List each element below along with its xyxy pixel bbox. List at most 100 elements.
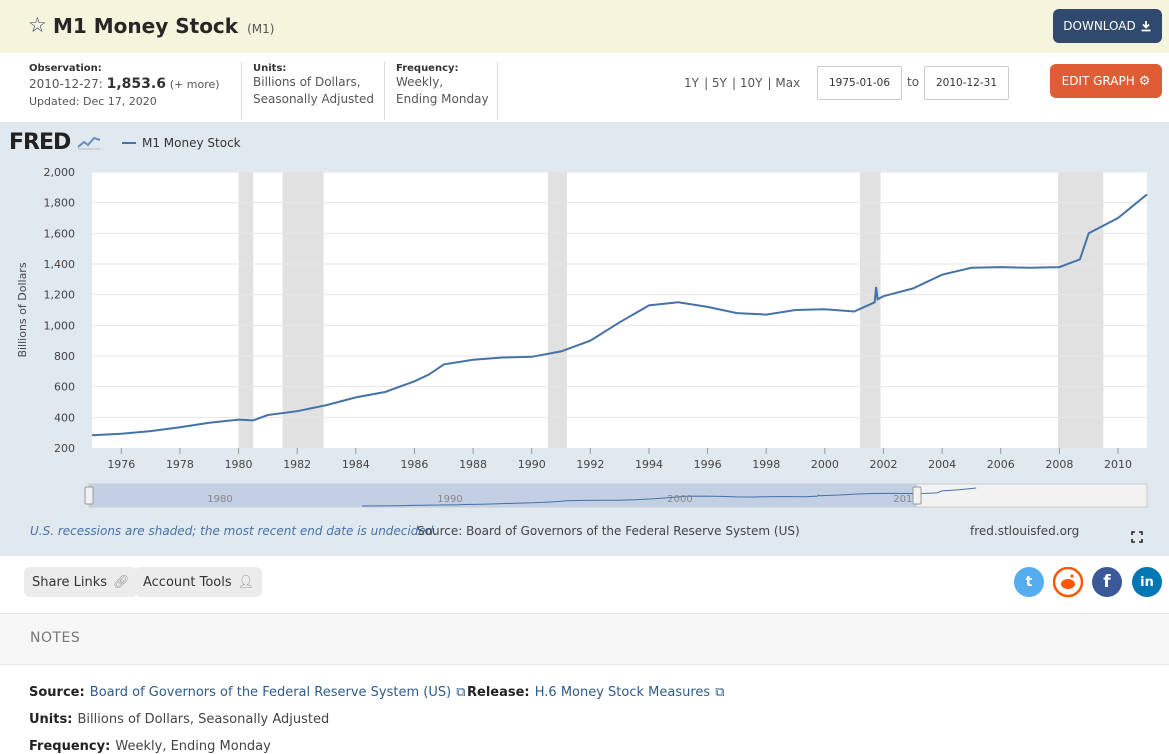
x-tick-label: 2002	[869, 458, 897, 471]
navigator-label: 1990	[437, 494, 462, 505]
observation-block: Observation: 2010-12-27: 1,853.6 (+ more…	[29, 63, 220, 110]
observation-value: 1,853.6	[106, 76, 166, 92]
facebook-icon[interactable]: f	[1092, 567, 1122, 597]
x-tick-label: 1978	[166, 458, 194, 471]
navigator-handle[interactable]	[912, 486, 922, 505]
notes-header	[0, 613, 1169, 665]
twitter-icon[interactable]: t	[1014, 567, 1044, 597]
star-icon[interactable]: ☆	[28, 13, 47, 37]
reddit-glyph	[1053, 567, 1083, 597]
fred-url[interactable]: fred.stlouisfed.org	[970, 524, 1080, 538]
frequency-line1: Weekly,	[396, 75, 444, 89]
series-id: (M1)	[247, 22, 275, 36]
legend-swatch	[122, 142, 136, 144]
y-tick-label: 1,000	[44, 319, 76, 332]
download-label: DOWNLOAD	[1063, 19, 1136, 33]
notes-units-value: Billions of Dollars, Seasonally Adjusted	[77, 712, 330, 727]
download-button[interactable]: DOWNLOAD	[1053, 9, 1162, 43]
frequency-label: Frequency:	[396, 63, 459, 74]
notes-frequency-row: Frequency: Weekly, Ending Monday	[29, 735, 271, 754]
notes-source-label: Source:	[29, 685, 85, 700]
x-tick-label: 1992	[576, 458, 604, 471]
fred-logo[interactable]: FRED	[9, 130, 101, 155]
notes-source-link[interactable]: Board of Governors of the Federal Reserv…	[89, 685, 452, 700]
x-tick-label: 1982	[283, 458, 311, 471]
navigator-selection	[89, 484, 917, 507]
x-tick-label: 2008	[1045, 458, 1073, 471]
range-sep: |	[731, 76, 740, 90]
edit-graph-button[interactable]: EDIT GRAPH ⚙	[1050, 64, 1162, 98]
updated-date: Updated: Dec 17, 2020	[29, 95, 157, 108]
navigator-label: 2000	[667, 494, 692, 505]
y-tick-label: 2,000	[44, 166, 76, 179]
line-chart: 200 400 600 800 1,000 1,200 1,400 1,600 1,800 2,0…	[16, 166, 1148, 508]
title-bar	[0, 0, 1169, 53]
units-block: Units: Billions of Dollars, Seasonally A…	[253, 63, 374, 108]
range-max-button[interactable]: Max	[775, 76, 801, 90]
edit-graph-label: EDIT GRAPH	[1061, 74, 1135, 88]
notes-units-row: Units: Billions of Dollars, Seasonally A…	[29, 708, 329, 727]
notes-frequency-label: Frequency:	[29, 739, 111, 754]
range-sep: |	[767, 76, 776, 90]
notes-release-label: Release:	[467, 685, 530, 700]
notes-release-link[interactable]: H.6 Money Stock Measures	[534, 685, 711, 700]
date-to-label: to	[907, 75, 920, 89]
end-date-input[interactable]: 2010-12-31	[924, 66, 1009, 100]
start-date-input[interactable]: 1975-01-06	[817, 66, 902, 100]
y-axis-label: Billions of Dollars	[16, 262, 29, 357]
x-tick-label: 1994	[635, 458, 663, 471]
source-note: Source: Board of Governors of the Federa…	[417, 524, 800, 538]
x-tick-label: 1976	[107, 458, 135, 471]
frequency-line2: Ending Monday	[396, 92, 489, 106]
x-tick-label: 2000	[811, 458, 839, 471]
notes-source-row: Source: Board of Governors of the Federa…	[29, 681, 466, 700]
share-links-label: Share Links	[32, 574, 108, 590]
series-line	[91, 193, 1148, 437]
account-tools-button[interactable]: Account Tools 👤︎	[135, 567, 263, 597]
chart-legend: M1 Money Stock	[122, 136, 241, 150]
observation-more-link[interactable]: (+ more)	[169, 78, 220, 91]
notes-units-label: Units:	[29, 712, 73, 727]
notes-frequency-value: Weekly, Ending Monday	[115, 739, 271, 754]
range-5y-button[interactable]: 5Y	[711, 76, 727, 90]
divider	[241, 62, 242, 120]
navigator-handle[interactable]	[84, 486, 94, 505]
units-line2: Seasonally Adjusted	[253, 92, 375, 106]
observation-label: Observation:	[29, 63, 102, 74]
external-link-icon[interactable]: ⧉	[715, 685, 725, 700]
x-tick-label: 2004	[928, 458, 956, 471]
frequency-block: Frequency: Weekly, Ending Monday	[396, 63, 489, 108]
navigator-line	[361, 487, 977, 507]
fred-logo-text: FRED	[9, 130, 71, 155]
x-tick-label: 1984	[342, 458, 370, 471]
chart-logo-icon	[77, 136, 101, 150]
x-tick-label: 1980	[225, 458, 253, 471]
legend-label: M1 Money Stock	[142, 136, 241, 150]
recession-band	[547, 172, 567, 448]
external-link-icon[interactable]: ⧉	[456, 685, 466, 700]
x-tick-label: 1988	[459, 458, 487, 471]
x-tick-label: 1990	[518, 458, 546, 471]
linkedin-icon[interactable]: in	[1132, 567, 1162, 597]
recession-band	[1057, 172, 1104, 448]
range-10y-button[interactable]: 10Y	[739, 76, 763, 90]
range-1y-button[interactable]: 1Y	[684, 76, 699, 90]
notes-release-row: Release: H.6 Money Stock Measures ⧉	[467, 681, 725, 700]
reddit-icon[interactable]	[1053, 567, 1083, 597]
recession-band	[238, 172, 254, 448]
divider	[497, 62, 498, 120]
user-icon: 👤︎	[237, 574, 255, 590]
navigator-label: 2010	[893, 494, 918, 505]
share-links-button[interactable]: Share Links 🔗︎	[24, 567, 138, 597]
x-tick-label: 2010	[1104, 458, 1132, 471]
fullscreen-icon[interactable]	[1131, 531, 1143, 543]
range-sep: |	[704, 76, 712, 90]
y-tick-label: 1,800	[44, 197, 76, 210]
page-title: M1 Money Stock (M1)	[53, 14, 274, 38]
y-tick-label: 1,600	[44, 227, 76, 240]
observation-date: 2010-12-27:	[29, 77, 103, 91]
navigator-label: 1980	[207, 494, 232, 505]
units-line1: Billions of Dollars,	[253, 75, 361, 89]
units-label: Units:	[253, 63, 287, 74]
recession-note: U.S. recessions are shaded; the most rec…	[30, 524, 438, 538]
